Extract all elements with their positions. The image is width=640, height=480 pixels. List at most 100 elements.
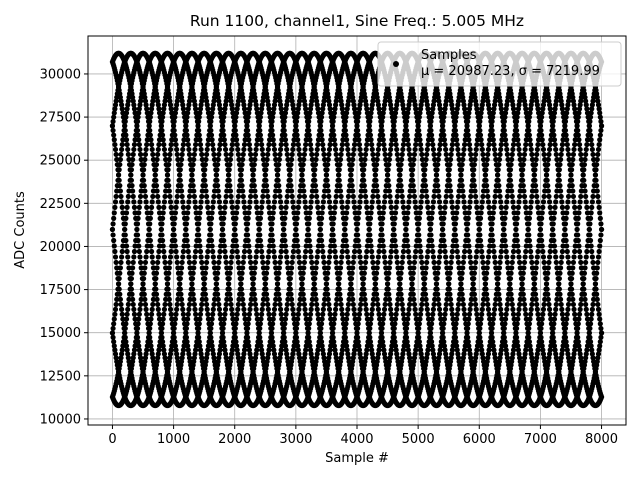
sample-point [443,199,449,205]
sample-point [193,248,199,255]
sample-point [342,123,348,129]
sample-point [416,321,422,327]
sample-point [357,199,363,205]
sample-point [210,199,216,205]
sample-point [420,291,426,297]
sample-point [298,291,304,297]
sample-point [325,265,331,271]
sample-point [279,316,285,322]
sample-point [490,110,496,116]
sample-point [539,215,545,221]
sample-point [288,265,295,271]
sample-point [480,188,487,194]
sample-point [321,301,327,308]
sample-point [534,306,540,312]
sample-point [205,248,211,255]
sample-point [346,188,352,194]
sample-point [241,204,248,210]
sample-point [294,321,300,327]
sample-point [497,193,503,200]
sample-point [571,146,577,153]
sample-point [259,146,265,153]
sample-point [244,123,250,129]
sample-point [155,102,161,108]
sample-point [577,306,583,312]
sample-point [536,237,542,244]
sample-point [361,177,367,183]
sample-point [331,210,337,216]
sample-point [233,132,239,138]
sample-point [484,188,490,194]
sample-point [345,151,352,158]
sample-point [418,306,424,312]
sample-point [326,146,333,153]
sample-point [271,254,278,260]
sample-point [191,259,197,266]
sample-point [344,316,350,322]
sample-point [212,161,218,168]
sample-point [156,316,163,322]
sample-point [344,204,350,210]
sample-point [529,296,536,302]
sample-point [352,243,358,249]
sample-point [339,146,345,153]
sample-point [265,306,271,312]
sample-point [167,199,174,205]
sample-point [456,296,462,302]
sample-point [589,311,595,317]
sample-point [442,311,448,317]
sample-point [456,188,462,194]
sample-point [253,306,259,312]
sample-point [471,183,477,189]
sample-point [416,215,422,221]
sample-point [231,118,237,125]
sample-point [533,188,539,194]
sample-point [290,204,297,210]
sample-point [112,199,119,205]
sample-point [469,167,476,173]
sample-point [558,259,564,266]
sample-point [488,123,495,129]
sample-point [326,151,332,158]
sample-point [147,321,153,327]
sample-point [364,204,370,210]
sample-point [205,141,211,148]
sample-point [437,347,443,353]
sample-point [287,275,293,282]
sample-point [320,199,326,205]
sample-point [413,311,419,317]
sample-point [417,316,423,322]
sample-point [158,330,164,336]
sample-point [471,177,477,183]
sample-point [178,265,185,271]
sample-point [179,301,185,308]
sample-point [144,106,150,112]
sample-point [175,291,182,297]
sample-point [455,301,462,308]
sample-point [297,265,303,271]
sample-point [369,248,375,255]
sample-point [356,141,363,148]
sample-point [170,330,177,336]
sample-point [117,188,123,194]
sample-point [154,296,160,302]
sample-point [364,137,370,143]
sample-point [162,259,168,266]
sample-point [136,137,142,143]
sample-point [436,254,443,260]
sample-point [537,232,543,238]
sample-point [320,311,326,317]
sample-point [415,226,421,233]
sample-point [542,291,548,297]
sample-point [485,306,492,312]
sample-point [180,306,186,312]
sample-point [222,106,228,112]
sample-point [252,98,259,104]
sample-point [162,151,168,158]
sample-point [406,306,412,312]
sample-point [406,259,413,266]
sample-point [511,110,517,116]
sample-point [394,151,400,158]
sample-point [411,265,417,271]
sample-point [414,237,420,244]
